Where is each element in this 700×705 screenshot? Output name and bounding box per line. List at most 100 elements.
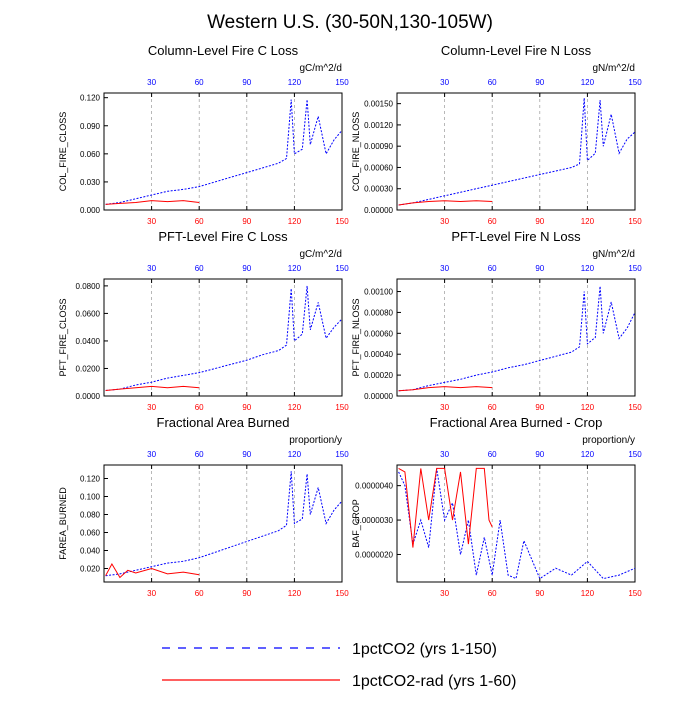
plot-frame: [103, 92, 343, 211]
series-line-1pctco2-rad: [398, 386, 493, 392]
x-tick-label-top: 120: [288, 450, 302, 459]
y-tick-label: 0.0000030: [355, 516, 393, 525]
y-tick-label: 0.080: [80, 511, 101, 520]
plot-frame: [396, 464, 636, 583]
x-tick-label-top: 150: [335, 264, 349, 273]
x-tick-label-top: 150: [335, 78, 349, 87]
y-axis-label: PFT_FIRE_NLOSS: [351, 298, 361, 376]
chart-panel-4: PFT-Level Fire N Loss gN/m^2/d 30 30 60 60 90 9…: [351, 229, 642, 412]
x-tick-label-top: 30: [440, 78, 449, 87]
series-line-1pctco2: [398, 468, 636, 580]
x-tick-label-top: 30: [440, 450, 449, 459]
x-tick-label-bottom: 150: [628, 403, 642, 412]
y-axis-label: BAF_CROP: [351, 499, 361, 548]
page-title: Western U.S. (30-50N,130-105W): [207, 12, 493, 33]
series-line-1pctco2-rad: [398, 200, 493, 206]
y-tick-label: 0.00080: [364, 308, 393, 317]
x-tick-label-top: 150: [628, 78, 642, 87]
x-tick-label-bottom: 90: [535, 403, 544, 412]
y-tick-label: 0.000: [80, 206, 101, 215]
x-tick-label-top: 120: [288, 78, 302, 87]
x-tick-label-bottom: 120: [288, 589, 302, 598]
chart-units: proportion/y: [582, 435, 635, 446]
x-tick-label-top: 120: [581, 450, 595, 459]
chart-title: Column-Level Fire C Loss: [148, 43, 299, 58]
chart-title: PFT-Level Fire N Loss: [451, 229, 581, 244]
x-tick-label-top: 60: [488, 450, 497, 459]
x-tick-label-bottom: 120: [581, 403, 595, 412]
x-tick-label-top: 60: [195, 78, 204, 87]
x-tick-label-bottom: 60: [488, 217, 497, 226]
x-tick-label-bottom: 120: [288, 217, 302, 226]
x-tick-label-bottom: 150: [335, 403, 349, 412]
x-tick-label-bottom: 90: [242, 589, 251, 598]
x-tick-label-bottom: 30: [440, 589, 449, 598]
y-tick-label: 0.0200: [76, 364, 101, 373]
y-tick-label: 0.00030: [364, 185, 393, 194]
y-tick-label: 0.040: [80, 547, 101, 556]
y-tick-label: 0.00060: [364, 329, 393, 338]
chart-title: Column-Level Fire N Loss: [441, 43, 592, 58]
y-tick-label: 0.00000: [364, 206, 393, 215]
plot-frame: [396, 92, 636, 211]
series-line-1pctco2: [105, 471, 343, 577]
y-tick-label: 0.020: [80, 565, 101, 574]
legend-label-1pctco2-rad: 1pctCO2-rad (yrs 1-60): [352, 673, 517, 690]
x-tick-label-bottom: 90: [535, 589, 544, 598]
series-line-1pctco2: [105, 285, 343, 391]
x-tick-label-top: 30: [440, 264, 449, 273]
x-tick-label-top: 90: [535, 78, 544, 87]
chart-units: gC/m^2/d: [300, 249, 343, 260]
y-axis-label: COL_FIRE_CLOSS: [58, 112, 68, 192]
y-tick-label: 0.00090: [364, 142, 393, 151]
x-tick-label-bottom: 30: [147, 589, 156, 598]
chart-panel-5: Fractional Area Burned proportion/y 30 30 60…: [58, 415, 349, 598]
x-tick-label-top: 90: [535, 264, 544, 273]
chart-panel-3: PFT-Level Fire C Loss gC/m^2/d 30 30 60 60 90 9…: [58, 229, 349, 412]
y-tick-label: 0.060: [80, 150, 101, 159]
x-tick-label-bottom: 120: [581, 217, 595, 226]
y-tick-label: 0.0000: [76, 392, 101, 401]
chart-units: gC/m^2/d: [300, 63, 343, 74]
x-tick-label-top: 90: [535, 450, 544, 459]
y-tick-label: 0.00060: [364, 163, 393, 172]
y-tick-label: 0.120: [80, 94, 101, 103]
x-tick-label-top: 60: [488, 78, 497, 87]
y-tick-label: 0.100: [80, 493, 101, 502]
y-axis-label: COL_FIRE_NLOSS: [351, 112, 361, 192]
y-tick-label: 0.120: [80, 475, 101, 484]
x-tick-label-top: 60: [195, 264, 204, 273]
x-tick-label-bottom: 90: [242, 403, 251, 412]
chart-units: proportion/y: [289, 435, 342, 446]
x-tick-label-bottom: 30: [440, 217, 449, 226]
x-tick-label-bottom: 150: [335, 217, 349, 226]
chart-units: gN/m^2/d: [593, 249, 636, 260]
x-tick-label-top: 150: [628, 264, 642, 273]
x-tick-label-bottom: 150: [628, 217, 642, 226]
y-axis-label: FAREA_BURNED: [58, 487, 68, 560]
series-line-1pctco2: [398, 97, 636, 206]
series-line-1pctco2-rad: [105, 562, 200, 579]
x-tick-label-top: 30: [147, 264, 156, 273]
series-line-1pctco2-rad: [105, 200, 200, 205]
y-axis-label: PFT_FIRE_CLOSS: [58, 298, 68, 376]
x-tick-label-top: 90: [242, 450, 251, 459]
chart-title: Fractional Area Burned - Crop: [430, 415, 603, 430]
x-tick-label-bottom: 150: [335, 589, 349, 598]
x-tick-label-bottom: 90: [535, 217, 544, 226]
y-tick-label: 0.00020: [364, 371, 393, 380]
y-tick-label: 0.0600: [76, 309, 101, 318]
series-line-1pctco2: [398, 286, 636, 392]
x-tick-label-top: 120: [288, 264, 302, 273]
series-line-1pctco2-rad: [398, 467, 493, 548]
y-tick-label: 0.00000: [364, 392, 393, 401]
y-tick-label: 0.0000040: [355, 482, 393, 491]
x-tick-label-bottom: 30: [440, 403, 449, 412]
legend-label-1pctco2: 1pctCO2 (yrs 1-150): [352, 641, 497, 658]
y-tick-label: 0.0400: [76, 337, 101, 346]
x-tick-label-top: 150: [628, 450, 642, 459]
legend: 1pctCO2 (yrs 1-150) 1pctCO2-rad (yrs 1-6…: [162, 641, 517, 690]
